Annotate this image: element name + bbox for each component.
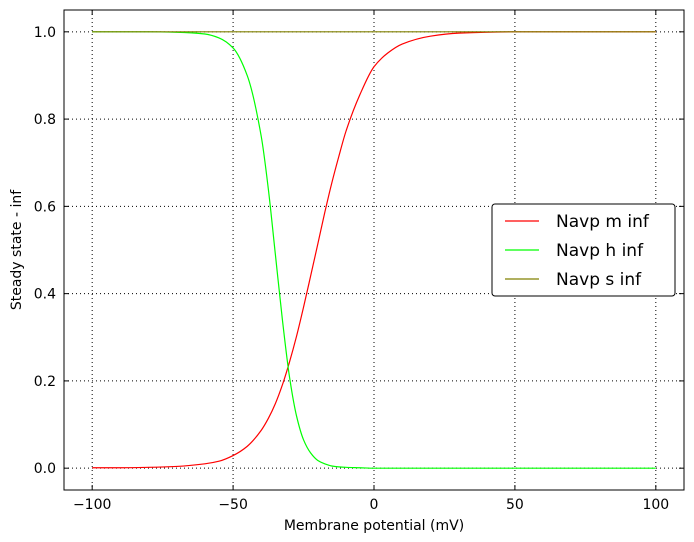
series-line-navp-m-inf	[92, 31, 656, 469]
legend-label-navp-m-inf: Navp m inf	[556, 212, 650, 232]
legend: Navp m inf Navp h inf Navp s inf	[491, 203, 676, 297]
y-tick-label: 0.4	[34, 287, 56, 303]
axis-ticks	[64, 10, 684, 490]
legend-label-navp-h-inf: Navp h inf	[556, 241, 644, 261]
x-tick-label: −50	[218, 497, 248, 513]
y-tick-label: 1.0	[34, 25, 56, 41]
y-tick-label: 0.8	[34, 112, 56, 128]
x-tick-label: 0	[370, 497, 379, 513]
series-lines	[92, 31, 656, 469]
y-tick-label: 0.6	[34, 199, 56, 215]
y-axis-label: Steady state - inf	[9, 189, 25, 310]
x-tick-label: 100	[642, 497, 669, 513]
legend-box	[491, 203, 676, 297]
tick-labels: −100 −50 0 50 100 0.0 0.2 0.4 0.6 0.8 1.0	[34, 25, 669, 513]
y-tick-label: 0.0	[34, 461, 56, 477]
x-axis-label: Membrane potential (mV)	[284, 518, 464, 534]
legend-label-navp-s-inf: Navp s inf	[556, 270, 642, 290]
series-line-navp-h-inf	[92, 31, 656, 469]
y-tick-label: 0.2	[34, 374, 56, 390]
x-tick-label: 50	[506, 497, 524, 513]
x-tick-label: −100	[73, 497, 111, 513]
